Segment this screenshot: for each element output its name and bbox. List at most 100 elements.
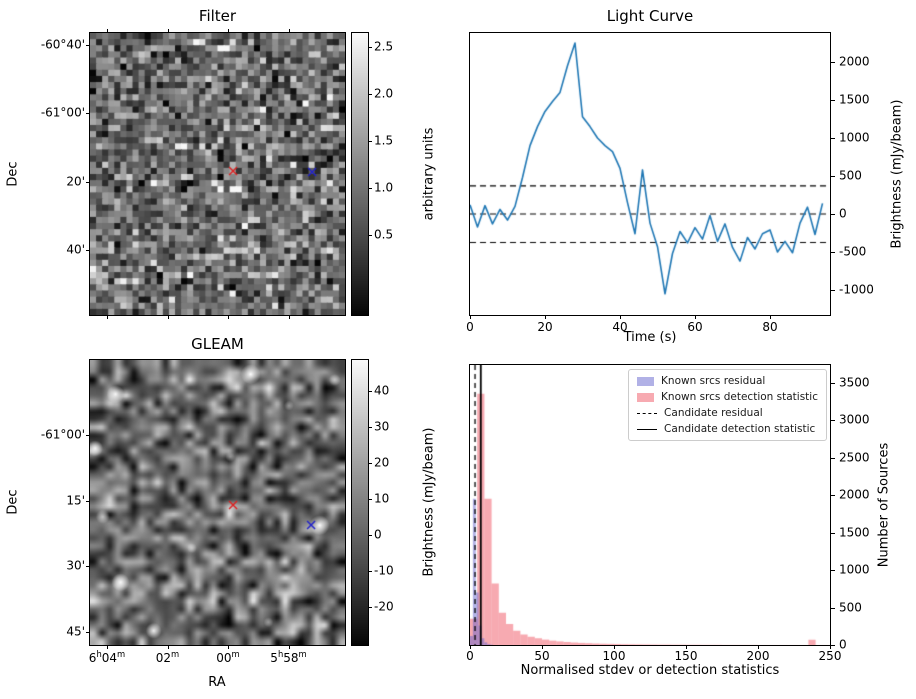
histogram-ytick-label: 500 xyxy=(839,599,862,614)
gleam-xtick-label: 6h04m xyxy=(88,649,126,665)
gleam-heatmap xyxy=(89,359,346,646)
gleam-xtick-mark xyxy=(167,645,169,649)
light-curve-title: Light Curve xyxy=(606,7,694,25)
gleam-ylabel: Dec xyxy=(5,489,21,515)
filter-colorbar-tick-label: 1.0 xyxy=(374,180,394,195)
legend-dashed-line-icon xyxy=(637,412,658,414)
light-curve-xtick-label: 80 xyxy=(762,320,778,334)
filter-colorbar-tick-label: 1.5 xyxy=(374,133,394,148)
histogram-ytick-label: 0 xyxy=(839,637,847,652)
histogram-ytick-mark xyxy=(831,495,835,496)
light-curve-ytick-mark xyxy=(831,252,835,253)
gleam-ytick-mark xyxy=(86,501,90,502)
histogram-xtick-label: 200 xyxy=(746,649,770,663)
filter-ylabel: Dec xyxy=(5,161,21,187)
light-curve-ytick-mark xyxy=(831,290,835,291)
legend-patch-icon xyxy=(637,392,655,402)
histogram-ylabel: Number of Sources xyxy=(876,442,892,568)
light-curve-ytick-mark xyxy=(831,176,835,177)
light-curve-ytick-label: 2000 xyxy=(839,54,870,69)
gleam-ytick-mark xyxy=(86,632,90,633)
gleam-colorbar-tick-label: 40 xyxy=(374,383,390,398)
light-curve-xtick-label: 0 xyxy=(466,320,474,334)
filter-colorbar-tick-label: 2.5 xyxy=(374,39,394,54)
gleam-ytick-label: 45' xyxy=(66,624,85,639)
histogram-ytick-mark xyxy=(831,457,835,459)
gleam-xtick-label: 00m xyxy=(216,649,240,665)
gleam-colorbar-tick-mark xyxy=(368,571,372,572)
histogram-xlabel: Normalised stdev or detection statistics xyxy=(520,663,780,678)
gleam-xtick-label: 02m xyxy=(155,649,180,665)
light-curve-ytick-label: -1000 xyxy=(839,282,874,297)
histogram-ytick-label: 3500 xyxy=(839,374,870,389)
legend-entry-known-detection: Known srcs detection statistic xyxy=(637,391,818,403)
histogram-ytick-label: 2500 xyxy=(839,449,870,464)
gleam-ytick-label: 15' xyxy=(66,493,85,508)
filter-xtick-mark-top xyxy=(107,29,108,33)
histogram-xtick-mark xyxy=(542,645,543,649)
filter-colorbar-tick-label: 2.0 xyxy=(374,86,394,101)
filter-xtick-mark xyxy=(167,315,169,319)
light-curve-xtick-mark xyxy=(770,315,771,319)
legend-solid-line-icon xyxy=(637,428,658,430)
histogram-ytick-mark xyxy=(831,420,835,421)
legend-entry-known-residual: Known srcs residual xyxy=(637,375,818,387)
histogram-ytick-label: 1500 xyxy=(839,524,870,539)
light-curve-xtick-label: 60 xyxy=(687,320,703,334)
histogram-xtick-mark xyxy=(758,645,759,649)
light-curve-ytick-label: 0 xyxy=(839,206,847,221)
filter-xtick-mark xyxy=(288,315,290,319)
histogram-ytick-label: 2000 xyxy=(839,487,870,502)
light-curve-xlabel: Time (s) xyxy=(623,330,677,345)
histogram-xtick-label: 50 xyxy=(534,649,550,663)
gleam-colorbar-tick-mark xyxy=(368,535,372,536)
light-curve-ytick-mark xyxy=(831,214,835,215)
histogram-legend: Known srcs residual Known srcs detection … xyxy=(628,369,827,441)
gleam-colorbar-tick-mark xyxy=(368,499,372,500)
filter-title: Filter xyxy=(198,7,237,25)
light-curve-plot xyxy=(469,32,831,316)
light-curve-ytick-label: -500 xyxy=(839,244,867,259)
filter-xtick-mark xyxy=(107,315,108,319)
gleam-ytick-label: 30' xyxy=(66,558,85,573)
legend-entry-candidate-detection: Candidate detection statistic xyxy=(637,423,818,435)
light-curve-ytick-label: 1500 xyxy=(839,92,870,107)
gleam-colorbar-tick-label: 10 xyxy=(374,491,390,506)
filter-colorbar xyxy=(351,32,369,316)
light-curve-xtick-label: 20 xyxy=(537,320,553,334)
histogram-xtick-label: 250 xyxy=(818,649,842,663)
gleam-xtick-mark xyxy=(288,645,290,649)
histogram-ytick-mark xyxy=(831,532,835,534)
filter-heatmap xyxy=(89,32,346,316)
gleam-xtick-mark xyxy=(228,645,229,649)
filter-xtick-mark-top xyxy=(288,29,290,33)
gleam-colorbar-tick-label: -20 xyxy=(374,599,394,614)
filter-colorbar-tick-mark xyxy=(368,235,372,236)
histogram-xtick-mark xyxy=(830,645,831,649)
light-curve-xtick-mark xyxy=(695,315,696,319)
gleam-xlabel: RA xyxy=(208,675,226,690)
light-curve-xtick-mark xyxy=(470,315,471,319)
gleam-colorbar-tick-mark xyxy=(368,391,372,392)
filter-colorbar-tick-label: 0.5 xyxy=(374,227,394,242)
filter-colorbar-tick-mark xyxy=(368,47,372,48)
light-curve-ylabel: Brightness (mJy/beam) xyxy=(889,99,905,249)
gleam-ytick-mark xyxy=(86,566,90,567)
gleam-xtick-label: 5h58m xyxy=(270,649,307,665)
filter-ytick-label: 40' xyxy=(66,242,85,257)
gleam-ytick-label: -61°00' xyxy=(40,427,85,442)
filter-colorbar-label: arbitrary units xyxy=(421,127,437,221)
legend-entry-candidate-residual: Candidate residual xyxy=(637,407,818,419)
filter-ytick-mark xyxy=(86,250,90,251)
gleam-colorbar-tick-mark xyxy=(368,463,372,464)
gleam-xtick-mark xyxy=(107,645,108,649)
light-curve-xtick-mark xyxy=(620,315,621,319)
filter-ytick-label: -61°00' xyxy=(40,105,85,120)
light-curve-ytick-mark xyxy=(831,62,835,63)
filter-xtick-mark-top xyxy=(228,29,229,33)
histogram-ytick-label: 1000 xyxy=(839,562,870,577)
light-curve-xtick-mark xyxy=(545,315,546,319)
histogram-ytick-label: 3000 xyxy=(839,412,870,427)
light-curve-ytick-label: 500 xyxy=(839,168,862,183)
legend-label: Candidate detection statistic xyxy=(664,423,816,435)
